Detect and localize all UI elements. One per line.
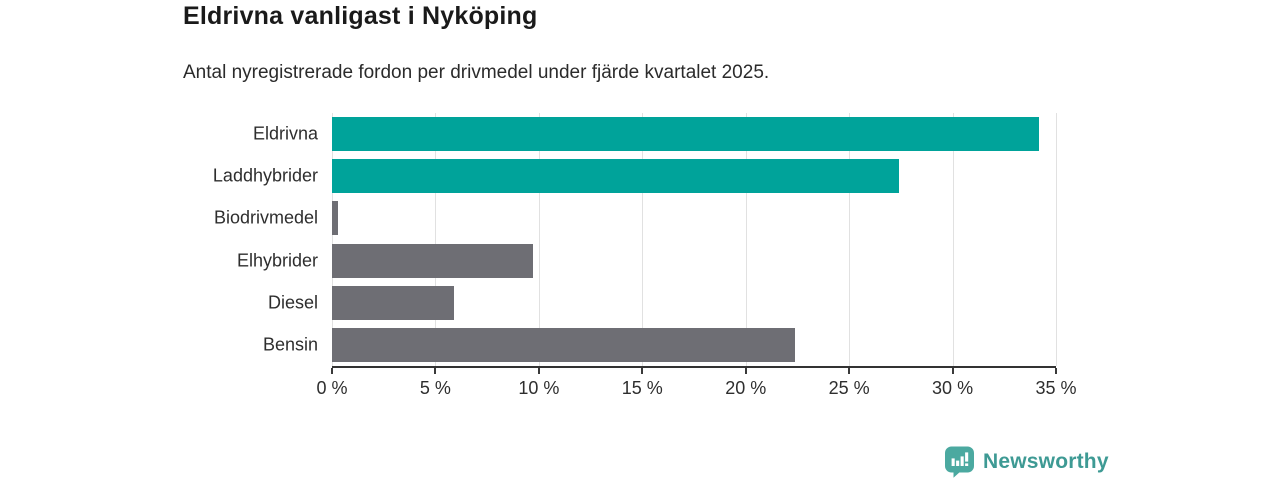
gridline — [435, 113, 437, 366]
category-label: Eldrivna — [252, 123, 318, 144]
axis-tick-label: 0 % — [316, 378, 348, 398]
axis-tick-label: 15 % — [621, 378, 663, 398]
category-label: Laddhybrider — [212, 165, 318, 186]
newsworthy-icon — [945, 446, 974, 478]
axis-tick — [951, 368, 954, 374]
axis-tick — [537, 368, 540, 374]
chart-title: Eldrivna vanligast i Nyköping — [183, 2, 538, 30]
axis-tick — [331, 368, 333, 374]
newsworthy-wordmark: Newsworthy — [983, 450, 1109, 473]
gridline — [538, 113, 540, 366]
axis-tick-label: 30 % — [932, 378, 974, 398]
bar-diesel — [332, 285, 455, 320]
axis-tick — [434, 368, 437, 374]
axis-tick — [848, 368, 851, 374]
axis-tick-label: 10 % — [518, 378, 560, 398]
axis-tick-label: 25 % — [828, 378, 870, 398]
bar-biodrivmedel — [332, 201, 339, 236]
bar-laddhybrider — [332, 159, 899, 194]
bar-bensin — [332, 327, 796, 362]
bar-eldrivna — [332, 117, 1040, 152]
gridline — [1056, 113, 1057, 366]
plot-area: 0 % 5 % 10 % 15 % 20 % 25 % 30 % 35 % — [316, 113, 1077, 398]
category-labels: Eldrivna Laddhybrider Biodrivmedel Elhybrid… — [0, 113, 332, 366]
gridline — [745, 113, 747, 366]
gridline — [849, 113, 851, 366]
category-label: Bensin — [262, 334, 318, 355]
chart-subtitle: Antal nyregistrerade fordon per drivmede… — [183, 62, 770, 83]
category-label: Diesel — [267, 292, 318, 313]
axis-tick — [744, 368, 747, 374]
category-label: Biodrivmedel — [213, 207, 318, 228]
bar-chart: Eldrivna Laddhybrider Biodrivmedel Elhybrid… — [0, 113, 1100, 403]
category-label: Elhybrider — [236, 250, 318, 271]
axis-tick-label: 5 % — [419, 378, 451, 398]
axis-tick — [641, 368, 644, 374]
gridline — [952, 113, 954, 366]
gridline — [332, 113, 333, 366]
gridline — [642, 113, 644, 366]
newsworthy-logo: Newsworthy — [944, 446, 1109, 478]
bar-elhybrider — [332, 243, 533, 278]
axis-tick-label: 35 % — [1035, 378, 1077, 398]
axis-tick — [1055, 368, 1057, 374]
axis-tick-label: 20 % — [725, 378, 767, 398]
